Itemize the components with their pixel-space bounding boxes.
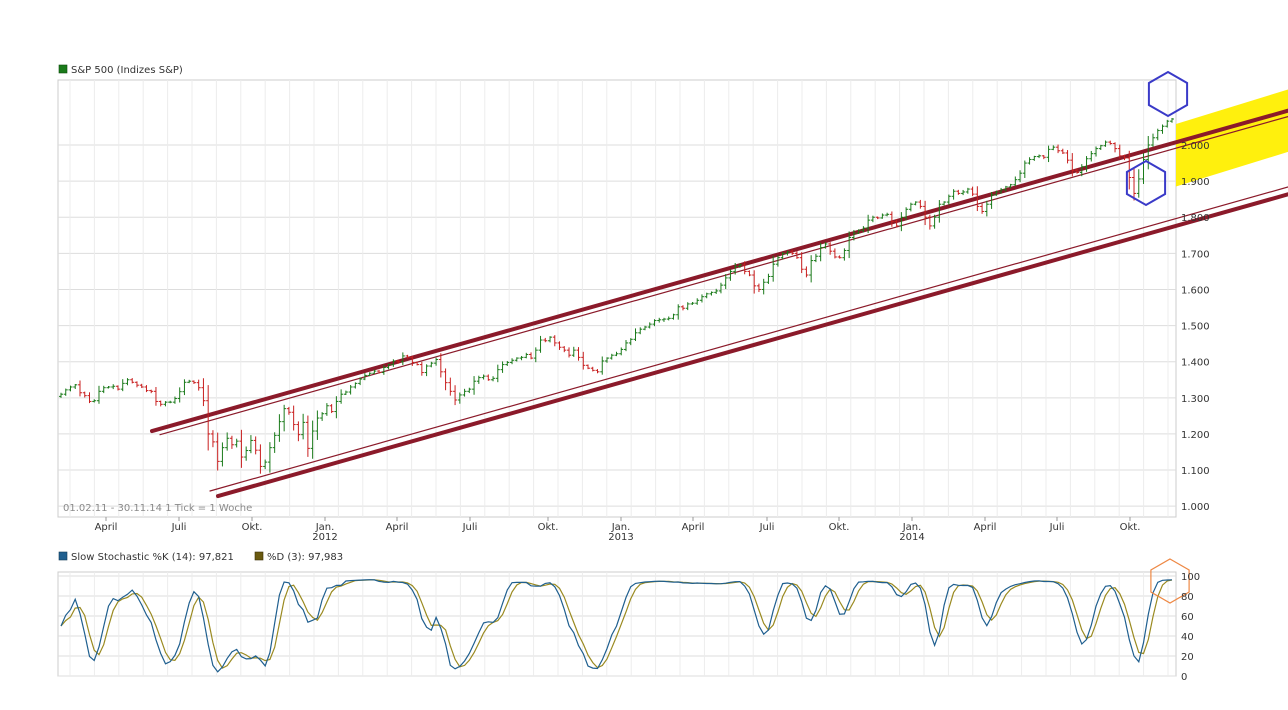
stoch-d-line xyxy=(60,579,1173,669)
channel-upper-thick xyxy=(150,108,1288,434)
price-y-axis: 1.000 1.100 1.200 1.300 1.400 1.500 1.600 1.700… xyxy=(1181,141,1210,513)
stoch-hexagon-marker xyxy=(1150,558,1190,604)
price-x-tick-label: Juli xyxy=(1049,522,1065,533)
hexagon-markers xyxy=(1125,70,1189,207)
stoch-k-legend: Slow Stochastic %K (14): 97,821 xyxy=(71,552,234,563)
price-y-tick-label: 1.200 xyxy=(1181,430,1210,441)
price-x-year-label: 2012 xyxy=(312,532,337,543)
price-legend-swatch xyxy=(58,64,68,74)
stochastic-panel: 0 20 40 60 80 100 Slow Stochastic %K (14): 97… xyxy=(57,551,1200,683)
price-x-tick-label: Okt. xyxy=(829,522,850,533)
stoch-y-tick-label: 40 xyxy=(1181,632,1194,643)
stoch-y-tick-label: 100 xyxy=(1181,572,1200,583)
stoch-y-tick-label: 60 xyxy=(1181,612,1194,623)
stoch-lines xyxy=(60,579,1173,673)
price-y-tick-label: 1.000 xyxy=(1181,502,1210,513)
price-x-tick-label: April xyxy=(386,522,409,533)
hexagon-bottom-marker xyxy=(1125,159,1167,207)
price-y-tick-label: 1.900 xyxy=(1181,177,1210,188)
price-x-year-label: 2013 xyxy=(608,532,633,543)
price-y-tick-label: 1.400 xyxy=(1181,358,1210,369)
stoch-d-legend: %D (3): 97,983 xyxy=(267,552,343,563)
price-x-tick-label: April xyxy=(95,522,118,533)
price-x-tick-label: Okt. xyxy=(538,522,559,533)
price-y-tick-label: 1.100 xyxy=(1181,466,1210,477)
price-y-tick-label: 1.600 xyxy=(1181,285,1210,296)
stoch-k-line xyxy=(60,579,1173,673)
stoch-k-legend-swatch xyxy=(58,551,68,561)
price-legend: S&P 500 (Indizes S&P) xyxy=(71,65,183,76)
hexagon-top-marker xyxy=(1147,70,1189,118)
stoch-d-legend-swatch xyxy=(254,551,264,561)
price-x-tick-label: Okt. xyxy=(242,522,263,533)
price-y-tick-label: 2.000 xyxy=(1181,141,1210,152)
price-panel: 1.000 1.100 1.200 1.300 1.400 1.500 1.600 1.700… xyxy=(57,64,1288,543)
ohlc-bars xyxy=(59,117,1174,474)
price-y-tick-label: 1.500 xyxy=(1181,322,1210,333)
trend-channel xyxy=(150,108,1288,499)
stoch-y-tick-label: 0 xyxy=(1181,672,1187,683)
price-x-tick-label: April xyxy=(974,522,997,533)
price-y-tick-label: 1.800 xyxy=(1181,213,1210,224)
price-y-tick-label: 1.300 xyxy=(1181,394,1210,405)
price-x-tick-label: Juli xyxy=(462,522,478,533)
price-x-tick-label: Juli xyxy=(759,522,775,533)
projection-highlight xyxy=(1176,89,1288,187)
channel-lower-thin xyxy=(209,186,1288,492)
price-x-year-label: 2014 xyxy=(899,532,924,543)
price-x-tick-label: Okt. xyxy=(1120,522,1141,533)
price-y-tick-label: 1.700 xyxy=(1181,249,1210,260)
stoch-y-axis: 0 20 40 60 80 100 xyxy=(1181,572,1200,683)
date-range-note: 01.02.11 - 30.11.14 1 Tick = 1 Woche xyxy=(63,503,252,514)
stoch-grid xyxy=(58,572,1176,677)
price-x-tick-label: Jan. xyxy=(611,522,631,533)
price-x-tick-label: April xyxy=(682,522,705,533)
price-x-tick-label: Jan. xyxy=(902,522,922,533)
stoch-y-tick-label: 80 xyxy=(1181,592,1194,603)
channel-lower-thick xyxy=(216,192,1288,499)
price-x-tick-label: Jan. xyxy=(315,522,335,533)
stoch-y-tick-label: 20 xyxy=(1181,652,1194,663)
price-x-tick-label: Juli xyxy=(171,522,187,533)
channel-upper-thin xyxy=(159,115,1288,436)
stoch-hexagon-marker-shape xyxy=(1150,558,1190,604)
price-grid xyxy=(58,80,1176,517)
